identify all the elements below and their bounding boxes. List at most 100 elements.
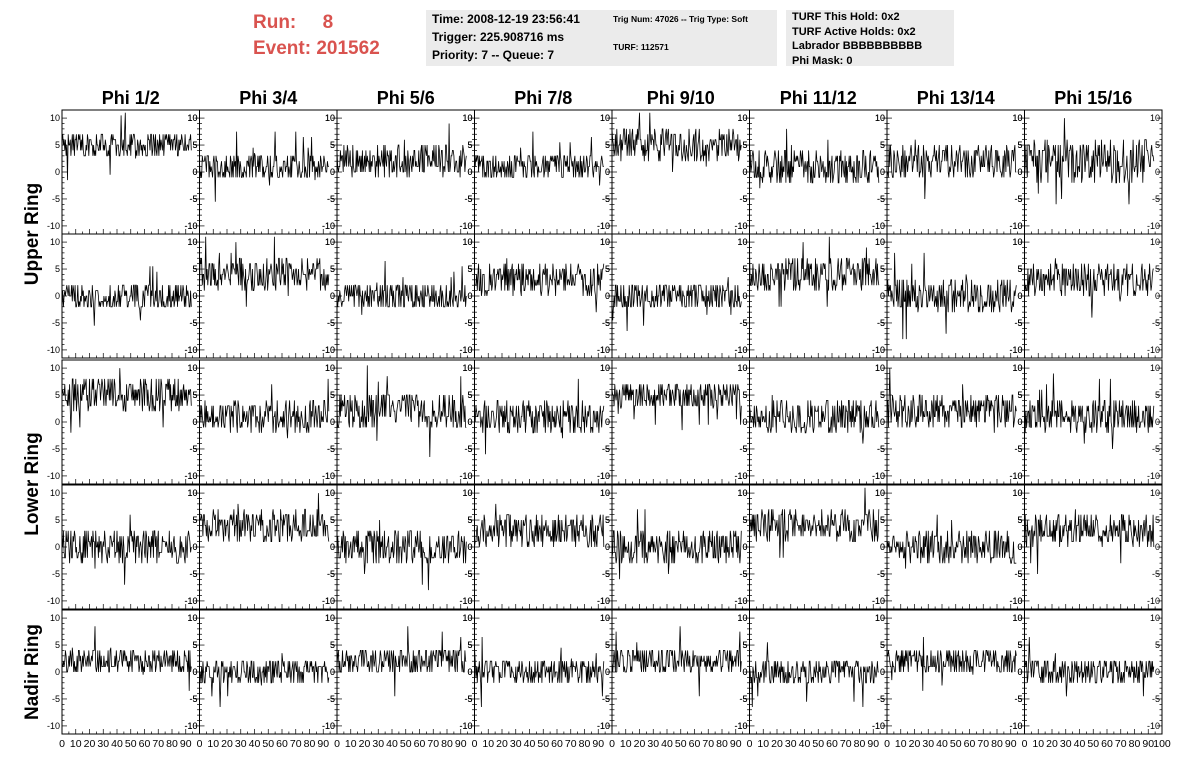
y-tick-label-right: 5: [880, 390, 885, 400]
x-tick-label: 90: [867, 738, 879, 750]
y-tick-label-left: -5: [464, 318, 472, 328]
y-tick-label-right: -5: [739, 569, 747, 579]
x-tick-label: 50: [950, 738, 962, 750]
y-tick-label-right: 5: [1155, 140, 1160, 150]
y-tick-label-left: 5: [467, 140, 472, 150]
y-tick-label-right: 5: [1155, 640, 1160, 650]
y-tick-label-left: 0: [467, 417, 472, 427]
x-tick-label: 40: [386, 738, 398, 750]
y-tick-label-left: -10: [597, 221, 610, 231]
waveform-trace: [61, 514, 192, 585]
x-tick-label: 50: [537, 738, 549, 750]
y-tick-label-right: -5: [602, 694, 610, 704]
y-tick-label-left: 0: [467, 291, 472, 301]
y-tick-label-right: -5: [602, 569, 610, 579]
x-tick-label: 80: [991, 738, 1003, 750]
x-tick-label: 0: [609, 738, 615, 750]
y-tick-label-left: 10: [1012, 488, 1022, 498]
y-tick-label-right: 10: [1012, 113, 1022, 123]
y-tick-label-right: -10: [322, 221, 335, 231]
waveform-trace: [886, 514, 1017, 569]
y-tick-label-left: -10: [1009, 345, 1022, 355]
y-tick-label-left: 5: [330, 264, 335, 274]
y-tick-label-right: 5: [742, 140, 747, 150]
panel-frame: [1024, 233, 1163, 359]
y-tick-label-left: -10: [1009, 721, 1022, 731]
panel-frame: [199, 233, 338, 359]
y-tick-label-left: 0: [330, 542, 335, 552]
x-tick-label: 20: [84, 738, 96, 750]
waveform-trace: [336, 365, 467, 458]
waveform-trace: [336, 260, 467, 315]
y-tick-label-right: 5: [467, 264, 472, 274]
x-tick-label: 100: [1153, 738, 1171, 750]
y-tick-label-right: -10: [597, 221, 610, 231]
y-tick-label-right: 10: [875, 488, 885, 498]
y-tick-label-right: -10: [597, 721, 610, 731]
y-tick-label-left: 0: [880, 542, 885, 552]
x-tick-label: 90: [455, 738, 467, 750]
column-title: Phi 5/6: [377, 88, 435, 108]
y-tick-label-right: -10: [184, 221, 197, 231]
x-tick-label: 90: [730, 738, 742, 750]
y-tick-label-right: 0: [1155, 291, 1160, 301]
y-tick-label-left: 0: [467, 167, 472, 177]
y-tick-label-right: 5: [1155, 515, 1160, 525]
waveform-trace: [199, 131, 329, 202]
y-tick-label-left: -5: [877, 694, 885, 704]
waveform-trace: [749, 236, 880, 307]
y-tick-label-left: -5: [877, 194, 885, 204]
y-tick-label-right: 5: [742, 390, 747, 400]
y-tick-label-left: 5: [55, 640, 60, 650]
y-tick-label-right: 0: [192, 291, 197, 301]
y-tick-label-left: 0: [605, 542, 610, 552]
y-tick-label-left: 0: [192, 291, 197, 301]
waveform-trace: [887, 636, 1017, 691]
time-trigger-box: Time: 2008-12-19 23:56:41 Trigger: 225.9…: [426, 10, 610, 66]
y-tick-label-right: 10: [462, 363, 472, 373]
y-tick-label-right: 10: [187, 113, 197, 123]
y-tick-label-left: 10: [600, 488, 610, 498]
x-tick-label: 70: [290, 738, 302, 750]
y-tick-label-right: 5: [1017, 264, 1022, 274]
y-tick-label-left: -10: [47, 596, 60, 606]
y-tick-label-right: 0: [1155, 542, 1160, 552]
waveform-panel: 10 10 5 5 0 0 -5 -5 -10 -10: [734, 609, 888, 735]
y-tick-label-right: -5: [327, 444, 335, 454]
y-tick-label-left: 10: [50, 488, 60, 498]
waveform-panel: 10 10 5 5 0 0 -5 -5 -10 -10: [734, 359, 888, 485]
y-tick-label-right: -10: [184, 345, 197, 355]
y-tick-label-right: 0: [1155, 167, 1160, 177]
waveform-trace: [611, 383, 742, 431]
y-tick-label-left: -5: [464, 194, 472, 204]
waveform-panel: 10 10 5 5 0 0 -5 -5 -10 -10: [872, 484, 1025, 610]
y-tick-label-right: 10: [1150, 237, 1160, 247]
y-tick-label-left: 5: [1017, 140, 1022, 150]
y-tick-label-right: 0: [880, 417, 885, 427]
x-tick-label: 80: [166, 738, 178, 750]
y-tick-label-left: -10: [184, 471, 197, 481]
y-tick-label-left: 0: [605, 667, 610, 677]
panel-frame: [336, 109, 475, 235]
y-tick-label-right: 10: [737, 237, 747, 247]
x-tick-label: 30: [922, 738, 934, 750]
y-tick-label-right: -5: [1152, 194, 1160, 204]
y-tick-label-left: 5: [742, 140, 747, 150]
x-tick-label: 20: [909, 738, 921, 750]
y-tick-label-left: -5: [877, 444, 885, 454]
y-tick-label-left: -5: [877, 569, 885, 579]
y-tick-label-right: 0: [1017, 291, 1022, 301]
waveform-panel: 10 10 5 5 0 0 -5 -5 -10 -10: [322, 109, 475, 235]
waveform-panel: 10 10 5 5 0 0 -5 -5 -10 -10: [459, 484, 613, 610]
y-tick-label-right: 10: [1012, 237, 1022, 247]
y-tick-label-left: -5: [327, 694, 335, 704]
y-tick-label-left: 5: [880, 640, 885, 650]
y-tick-label-left: -10: [322, 221, 335, 231]
y-tick-label-right: 0: [1017, 167, 1022, 177]
y-tick-label-left: -10: [597, 596, 610, 606]
panel-frame: [61, 359, 200, 485]
y-tick-label-right: 5: [192, 140, 197, 150]
y-tick-label-right: -10: [459, 596, 472, 606]
x-tick-label: 10: [207, 738, 219, 750]
panel-frame: [336, 233, 475, 359]
